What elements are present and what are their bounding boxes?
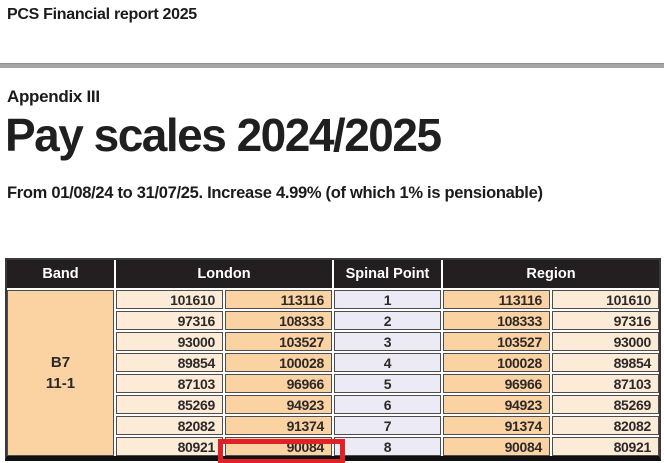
- london-min-cell: 93000: [116, 332, 223, 351]
- spinal-point-cell: 4: [334, 353, 441, 372]
- region-min-cell: 93000: [552, 332, 659, 351]
- region-max-cell: 91374: [443, 416, 550, 435]
- london-min-cell: 87103: [116, 374, 223, 393]
- region-max-cell: 113116: [443, 290, 550, 309]
- london-min-cell: 82082: [116, 416, 223, 435]
- london-max-cell highlighted-cell: 90084: [225, 437, 332, 456]
- london-max-cell: 91374: [225, 416, 332, 435]
- london-min-cell: 89854: [116, 353, 223, 372]
- spinal-point-cell: 6: [334, 395, 441, 414]
- region-min-cell: 89854: [552, 353, 659, 372]
- band-cell: B7 11-1: [7, 290, 114, 456]
- region-min-cell: 87103: [552, 374, 659, 393]
- spinal-point-cell: 5: [334, 374, 441, 393]
- london-max-cell: 108333: [225, 311, 332, 330]
- spinal-point-cell: 7: [334, 416, 441, 435]
- spinal-point-cell: 8: [334, 437, 441, 456]
- pay-scales-table: Band London Spinal Point Region B7 11-1 …: [5, 258, 661, 463]
- column-header-band: Band: [7, 260, 114, 288]
- band-code: B7: [50, 354, 71, 371]
- region-max-cell: 108333: [443, 311, 550, 330]
- region-min-cell: 82082: [552, 416, 659, 435]
- london-max-cell: 100028: [225, 353, 332, 372]
- london-min-cell: 101610: [116, 290, 223, 309]
- region-max-cell: 103527: [443, 332, 550, 351]
- region-max-cell: 94923: [443, 395, 550, 414]
- spinal-point-cell: 3: [334, 332, 441, 351]
- spinal-point-cell: 1: [334, 290, 441, 309]
- london-max-cell: 94923: [225, 395, 332, 414]
- region-min-cell: 85269: [552, 395, 659, 414]
- page-subtitle: From 01/08/24 to 31/07/25. Increase 4.99…: [7, 184, 543, 202]
- column-header-region: Region: [443, 260, 659, 288]
- london-min-cell: 97316: [116, 311, 223, 330]
- region-max-cell: 100028: [443, 353, 550, 372]
- london-max-cell: 113116: [225, 290, 332, 309]
- region-min-cell: 80921: [552, 437, 659, 456]
- column-header-spinal-point: Spinal Point: [334, 260, 441, 288]
- london-min-cell: 85269: [116, 395, 223, 414]
- band-grade: 11-1: [45, 375, 76, 392]
- london-max-cell: 103527: [225, 332, 332, 351]
- spinal-point-cell: 2: [334, 311, 441, 330]
- london-min-cell: 80921: [116, 437, 223, 456]
- london-max-cell: 96966: [225, 374, 332, 393]
- region-min-cell: 97316: [552, 311, 659, 330]
- region-max-cell: 96966: [443, 374, 550, 393]
- region-max-cell: 90084: [443, 437, 550, 456]
- region-min-cell: 101610: [552, 290, 659, 309]
- page-title: Pay scales 2024/2025: [5, 109, 442, 161]
- report-header: PCS Financial report 2025: [7, 6, 197, 23]
- pay-scales-grid: Band London Spinal Point Region B7 11-1 …: [7, 260, 659, 456]
- column-header-london: London: [116, 260, 332, 288]
- horizontal-divider: [0, 63, 664, 68]
- appendix-label: Appendix III: [7, 87, 100, 106]
